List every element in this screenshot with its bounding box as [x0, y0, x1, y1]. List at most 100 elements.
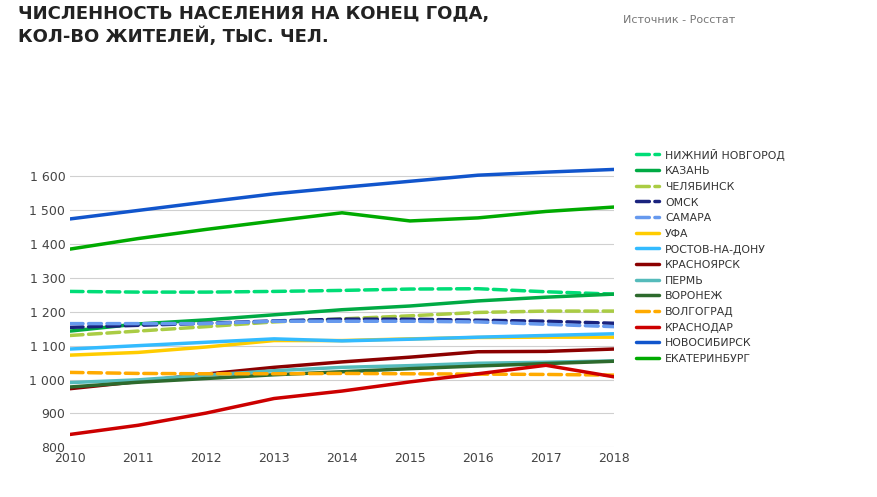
ВОЛГОГРАД: [405, 371, 416, 377]
КАЗАНЬ: [133, 321, 144, 327]
САМАРА: [541, 322, 552, 328]
РОСТОВ-НА-ДОНУ: [201, 339, 211, 345]
ПЕРМЬ: [201, 372, 211, 378]
КАЗАНЬ: [405, 303, 416, 309]
САМАРА: [609, 324, 619, 330]
ЕКАТЕРИНБУРГ: [269, 218, 280, 224]
Line: КАЗАНЬ: КАЗАНЬ: [70, 294, 614, 331]
НИЖНИЙ НОВГОРОД: [473, 286, 483, 292]
ПЕРМЬ: [473, 360, 483, 366]
КАЗАНЬ: [269, 312, 280, 318]
Line: ПЕРМЬ: ПЕРМЬ: [70, 361, 614, 383]
Line: УФА: УФА: [70, 337, 614, 355]
КРАСНОЯРСК: [65, 386, 75, 392]
КРАСНОЯРСК: [541, 348, 552, 354]
ЕКАТЕРИНБУРГ: [541, 208, 552, 214]
ЕКАТЕРИНБУРГ: [201, 227, 211, 233]
УФА: [269, 337, 280, 343]
ПЕРМЬ: [65, 380, 75, 386]
КРАСНОДАР: [405, 379, 416, 385]
ЧЕЛЯБИНСК: [65, 332, 75, 338]
ОМСК: [541, 318, 552, 324]
ЕКАТЕРИНБУРГ: [405, 218, 416, 224]
ЕКАТЕРИНБУРГ: [473, 215, 483, 221]
КРАСНОЯРСК: [269, 364, 280, 370]
САМАРА: [201, 321, 211, 327]
ОМСК: [65, 325, 75, 331]
ВОЛГОГРАД: [473, 371, 483, 377]
НОВОСИБИРСК: [65, 216, 75, 222]
РОСТОВ-НА-ДОНУ: [269, 336, 280, 342]
ОМСК: [473, 317, 483, 323]
КРАСНОДАР: [133, 422, 144, 428]
УФА: [541, 334, 552, 340]
ОМСК: [337, 316, 347, 322]
НОВОСИБИРСК: [269, 191, 280, 197]
ВОРОНЕЖ: [133, 379, 144, 385]
Line: КРАСНОДАР: КРАСНОДАР: [70, 365, 614, 434]
ЕКАТЕРИНБУРГ: [337, 210, 347, 216]
РОСТОВ-НА-ДОНУ: [541, 332, 552, 338]
УФА: [133, 349, 144, 355]
НИЖНИЙ НОВГОРОД: [405, 286, 416, 292]
Line: РОСТОВ-НА-ДОНУ: РОСТОВ-НА-ДОНУ: [70, 334, 614, 349]
ПЕРМЬ: [133, 377, 144, 383]
КАЗАНЬ: [65, 328, 75, 334]
ЧЕЛЯБИНСК: [337, 316, 347, 322]
Line: НОВОСИБИРСК: НОВОСИБИРСК: [70, 169, 614, 219]
КАЗАНЬ: [337, 307, 347, 313]
НОВОСИБИРСК: [133, 207, 144, 213]
КАЗАНЬ: [609, 291, 619, 297]
Line: ЧЕЛЯБИНСК: ЧЕЛЯБИНСК: [70, 311, 614, 335]
ПЕРМЬ: [269, 368, 280, 374]
ВОРОНЕЖ: [405, 366, 416, 372]
ОМСК: [133, 323, 144, 329]
ЧЕЛЯБИНСК: [405, 313, 416, 319]
ЕКАТЕРИНБУРГ: [133, 236, 144, 242]
САМАРА: [65, 321, 75, 327]
УФА: [473, 334, 483, 340]
НИЖНИЙ НОВГОРОД: [609, 291, 619, 297]
САМАРА: [337, 318, 347, 324]
НОВОСИБИРСК: [337, 184, 347, 190]
КРАСНОЯРСК: [133, 379, 144, 385]
КАЗАНЬ: [473, 298, 483, 304]
ЕКАТЕРИНБУРГ: [65, 246, 75, 252]
САМАРА: [133, 321, 144, 327]
КРАСНОДАР: [541, 362, 552, 368]
ВОРОНЕЖ: [541, 361, 552, 367]
ЧЕЛЯБИНСК: [473, 310, 483, 316]
КРАСНОДАР: [609, 374, 619, 380]
РОСТОВ-НА-ДОНУ: [337, 338, 347, 344]
КАЗАНЬ: [541, 294, 552, 300]
Line: КРАСНОЯРСК: КРАСНОЯРСК: [70, 349, 614, 389]
РОСТОВ-НА-ДОНУ: [405, 336, 416, 342]
РОСТОВ-НА-ДОНУ: [65, 346, 75, 352]
ОМСК: [269, 318, 280, 324]
Text: Источник - Росстат: Источник - Росстат: [623, 15, 735, 25]
РОСТОВ-НА-ДОНУ: [473, 334, 483, 340]
РОСТОВ-НА-ДОНУ: [609, 331, 619, 337]
НОВОСИБИРСК: [405, 178, 416, 184]
ВОРОНЕЖ: [201, 376, 211, 382]
ВОЛГОГРАД: [337, 370, 347, 376]
УФА: [337, 337, 347, 343]
Line: ВОРОНЕЖ: ВОРОНЕЖ: [70, 361, 614, 387]
НОВОСИБИРСК: [541, 169, 552, 175]
НИЖНИЙ НОВГОРОД: [269, 288, 280, 294]
ВОЛГОГРАД: [201, 371, 211, 377]
Line: САМАРА: САМАРА: [70, 321, 614, 327]
КРАСНОДАР: [201, 410, 211, 416]
ПЕРМЬ: [541, 359, 552, 365]
ПЕРМЬ: [405, 363, 416, 369]
Line: ЕКАТЕРИНБУРГ: ЕКАТЕРИНБУРГ: [70, 207, 614, 249]
КРАСНОДАР: [269, 396, 280, 402]
Legend: НИЖНИЙ НОВГОРОД, КАЗАНЬ, ЧЕЛЯБИНСК, ОМСК, САМАРА, УФА, РОСТОВ-НА-ДОНУ, КРАСНОЯРС: НИЖНИЙ НОВГОРОД, КАЗАНЬ, ЧЕЛЯБИНСК, ОМСК…: [636, 149, 785, 364]
ОМСК: [201, 320, 211, 326]
КРАСНОДАР: [65, 431, 75, 437]
САМАРА: [473, 319, 483, 325]
УФА: [201, 344, 211, 350]
КРАСНОЯРСК: [405, 354, 416, 360]
САМАРА: [269, 318, 280, 324]
ВОЛГОГРАД: [541, 371, 552, 377]
